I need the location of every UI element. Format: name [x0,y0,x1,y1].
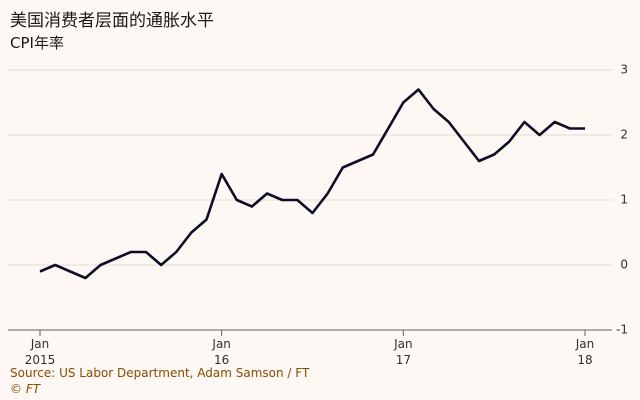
x-tick-label: Jan 16 [212,337,231,367]
line-series [39,88,585,280]
source: Source: US Labor Department, Adam Samson… [10,366,310,380]
y-tick-label: 1 [620,193,628,207]
y-tick-label: 3 [620,63,628,77]
chart-subtitle: CPI年率 [10,34,64,52]
chart-title: 美国消费者层面的通胀水平 [10,11,214,31]
x-tick-label: Jan 18 [575,337,595,367]
copyright: © FT [10,382,41,396]
x-tick-label: Jan 2015 [24,337,56,367]
y-tick-label: -1 [616,323,628,337]
y-tick-label: 2 [620,128,628,142]
x-tick-label: Jan 17 [394,337,413,367]
y-tick-label: 0 [620,258,628,272]
